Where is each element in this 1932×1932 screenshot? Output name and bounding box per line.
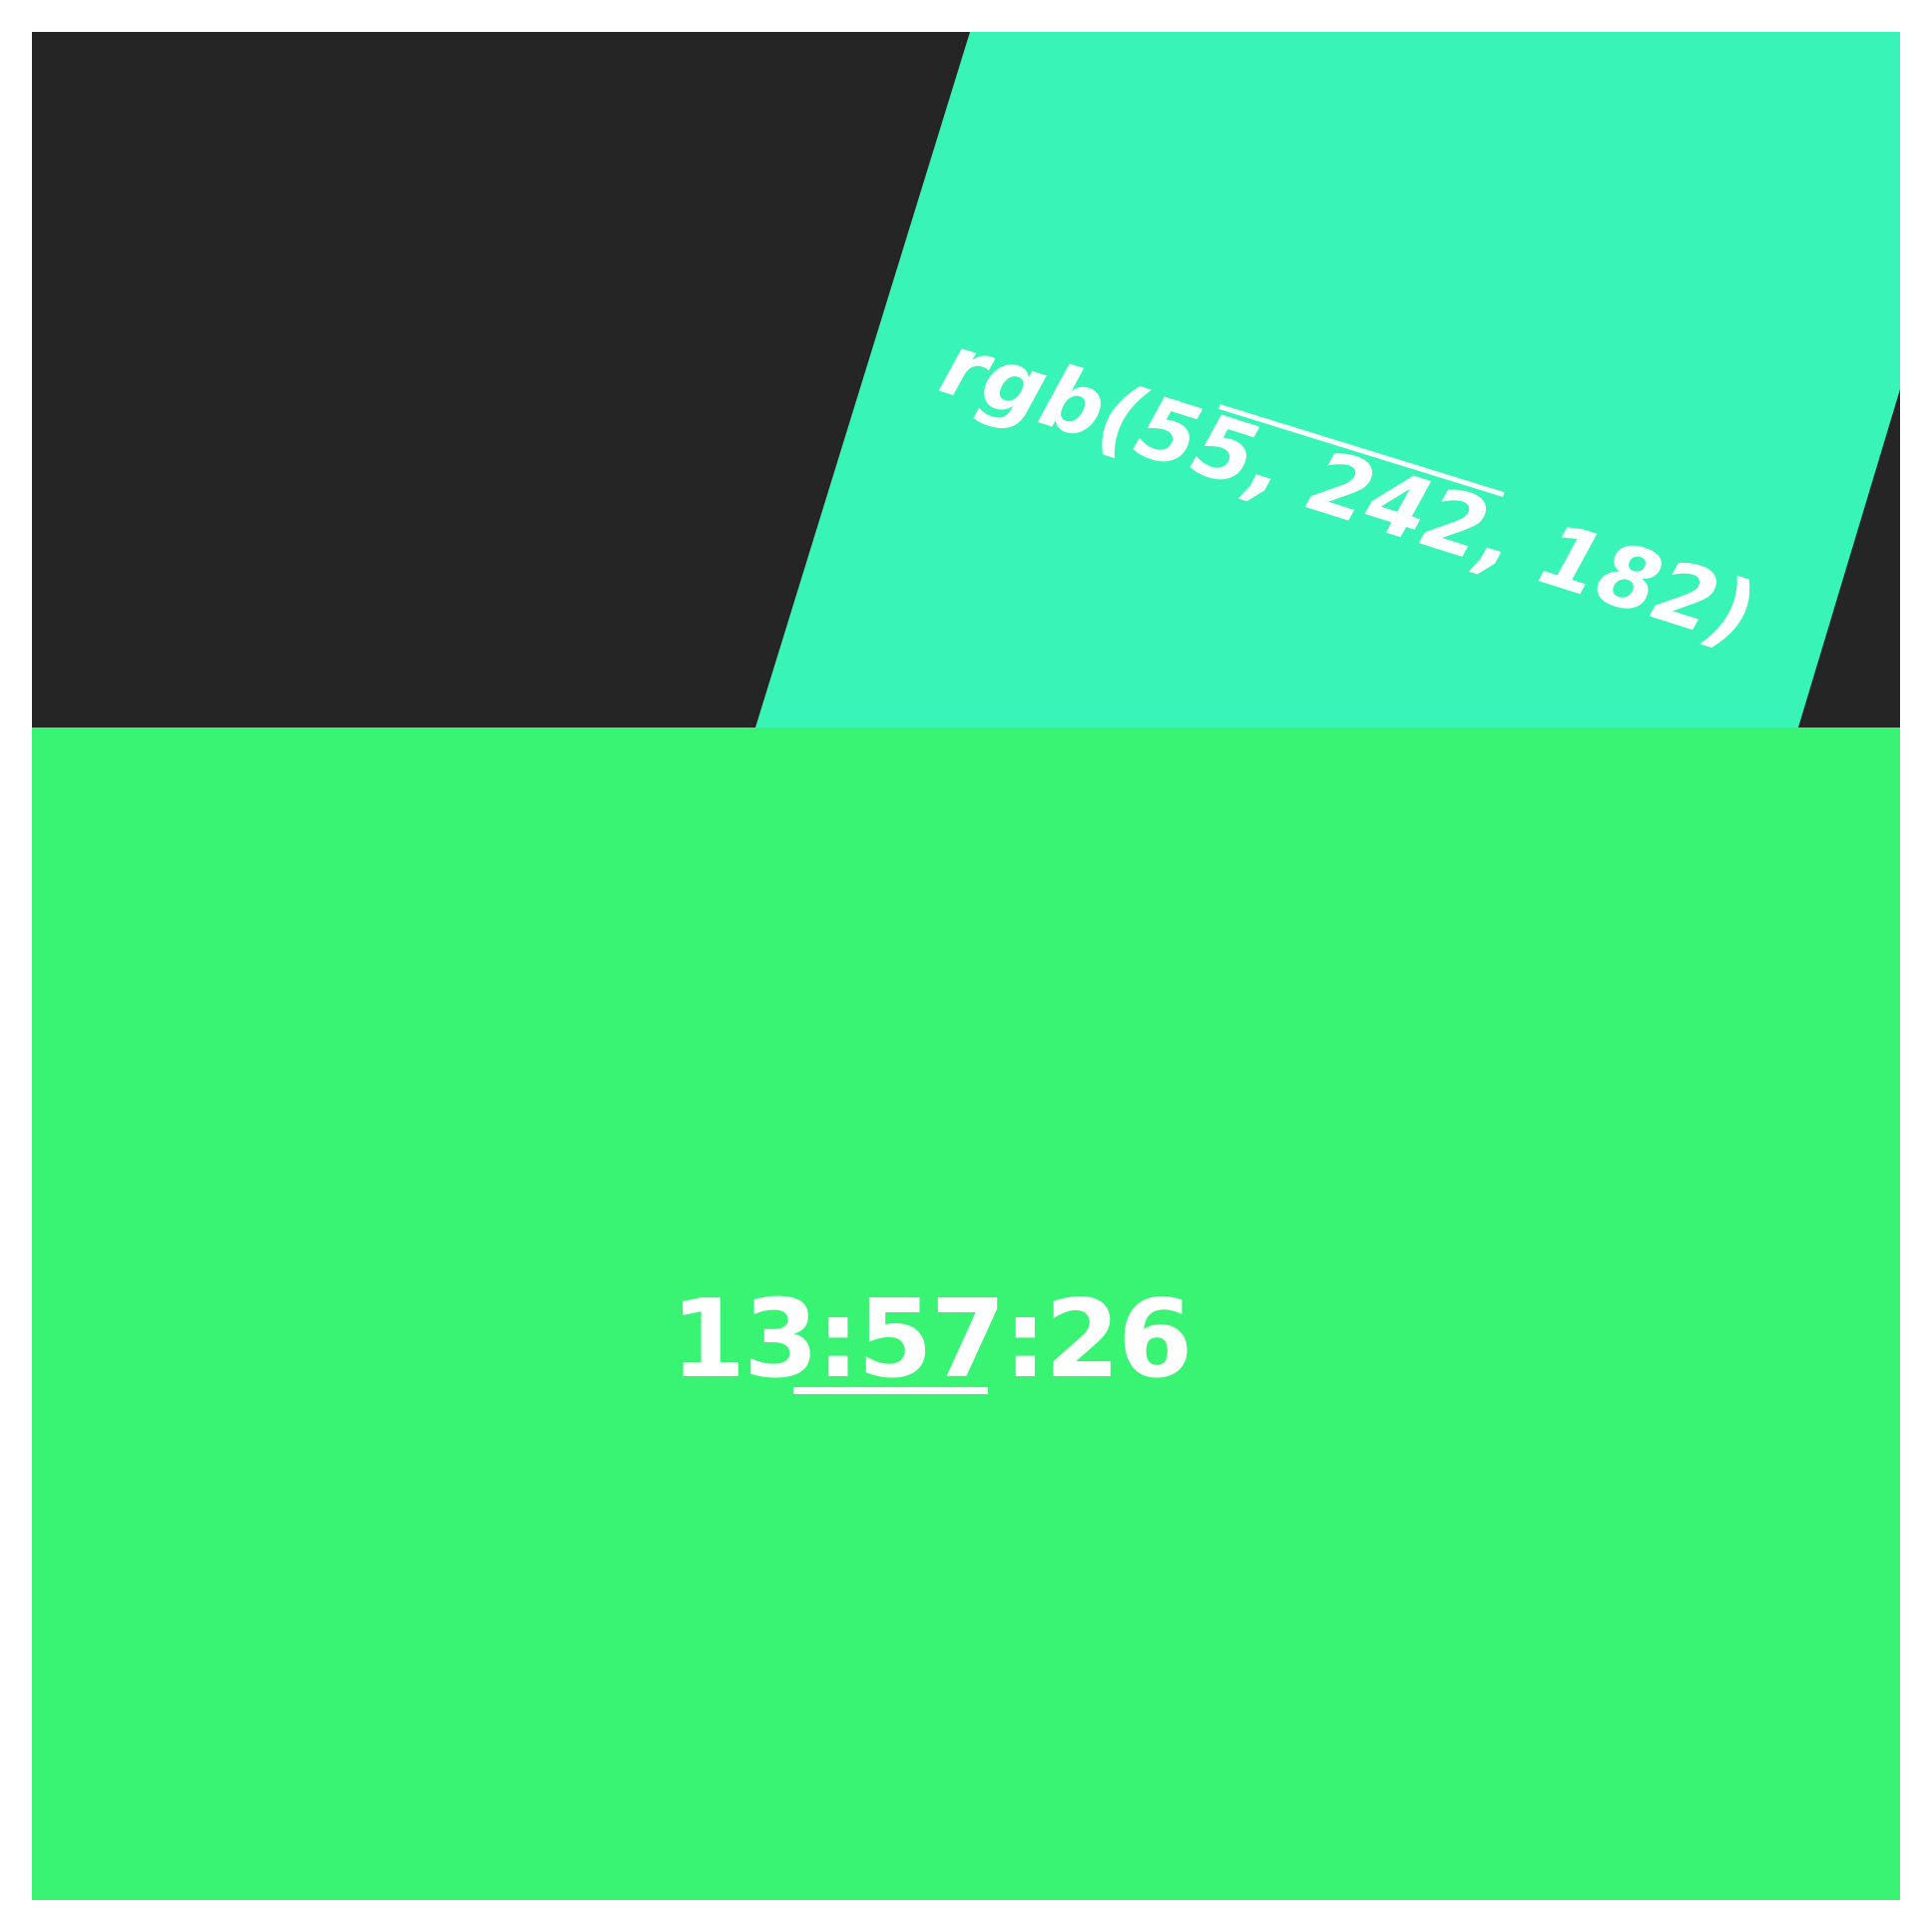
bottom-panel [32, 727, 1900, 1900]
top-panel: rgb(55, 242, 182) [32, 32, 1900, 727]
color-swatch-band [755, 32, 1900, 727]
screen-frame: rgb(55, 242, 182) 13:57:26 [32, 32, 1900, 1900]
clock-time: 13:57:26 [671, 1277, 1193, 1402]
clock-time-underline [793, 1387, 988, 1394]
